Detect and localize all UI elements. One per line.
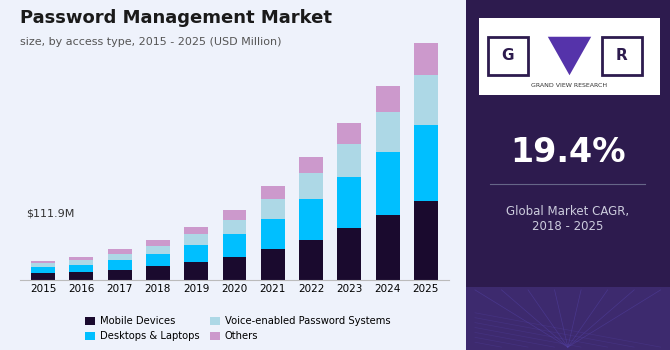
Bar: [338, 177, 361, 228]
Bar: [376, 215, 399, 280]
Bar: [31, 263, 55, 267]
FancyBboxPatch shape: [488, 37, 528, 75]
Bar: [31, 261, 55, 263]
Bar: [31, 273, 55, 280]
Bar: [261, 249, 285, 280]
Text: Source:
www.grandviewresearch.com: Source: www.grandviewresearch.com: [501, 312, 634, 332]
Bar: [222, 257, 247, 280]
Bar: [299, 240, 323, 280]
Bar: [184, 245, 208, 262]
Bar: [414, 201, 438, 280]
Bar: [146, 254, 170, 266]
Bar: [299, 199, 323, 240]
Bar: [184, 228, 208, 234]
Bar: [70, 272, 93, 280]
Text: Global Market CAGR,
2018 - 2025: Global Market CAGR, 2018 - 2025: [507, 205, 629, 233]
Bar: [222, 234, 247, 257]
Text: Password Management Market: Password Management Market: [20, 9, 332, 27]
Bar: [108, 249, 131, 253]
FancyBboxPatch shape: [602, 37, 642, 75]
Bar: [70, 265, 93, 272]
Bar: [299, 156, 323, 173]
Bar: [146, 246, 170, 254]
Text: $111.9M: $111.9M: [26, 209, 74, 219]
Text: GRAND VIEW RESEARCH: GRAND VIEW RESEARCH: [531, 83, 608, 88]
Bar: [261, 186, 285, 199]
Text: size, by access type, 2015 - 2025 (USD Million): size, by access type, 2015 - 2025 (USD M…: [20, 37, 281, 47]
Text: 19.4%: 19.4%: [510, 136, 626, 169]
Bar: [184, 234, 208, 245]
Bar: [414, 43, 438, 75]
Bar: [222, 210, 247, 219]
Bar: [108, 253, 131, 260]
Polygon shape: [548, 37, 591, 75]
Legend: Mobile Devices, Desktops & Laptops, Voice-enabled Password Systems, Others: Mobile Devices, Desktops & Laptops, Voic…: [81, 312, 395, 345]
Bar: [222, 219, 247, 234]
Text: G: G: [502, 49, 515, 63]
Text: R: R: [616, 49, 628, 63]
Bar: [146, 240, 170, 246]
Bar: [184, 262, 208, 280]
Bar: [31, 267, 55, 273]
Bar: [261, 199, 285, 219]
Bar: [261, 219, 285, 249]
Bar: [108, 270, 131, 280]
Bar: [108, 260, 131, 270]
Bar: [299, 173, 323, 199]
Bar: [376, 85, 399, 112]
Bar: [338, 123, 361, 144]
Bar: [70, 260, 93, 265]
Bar: [376, 152, 399, 215]
Bar: [414, 125, 438, 201]
Bar: [70, 257, 93, 260]
Bar: [146, 266, 170, 280]
Bar: [376, 112, 399, 152]
Bar: [338, 228, 361, 280]
Bar: [414, 75, 438, 125]
Bar: [338, 144, 361, 177]
